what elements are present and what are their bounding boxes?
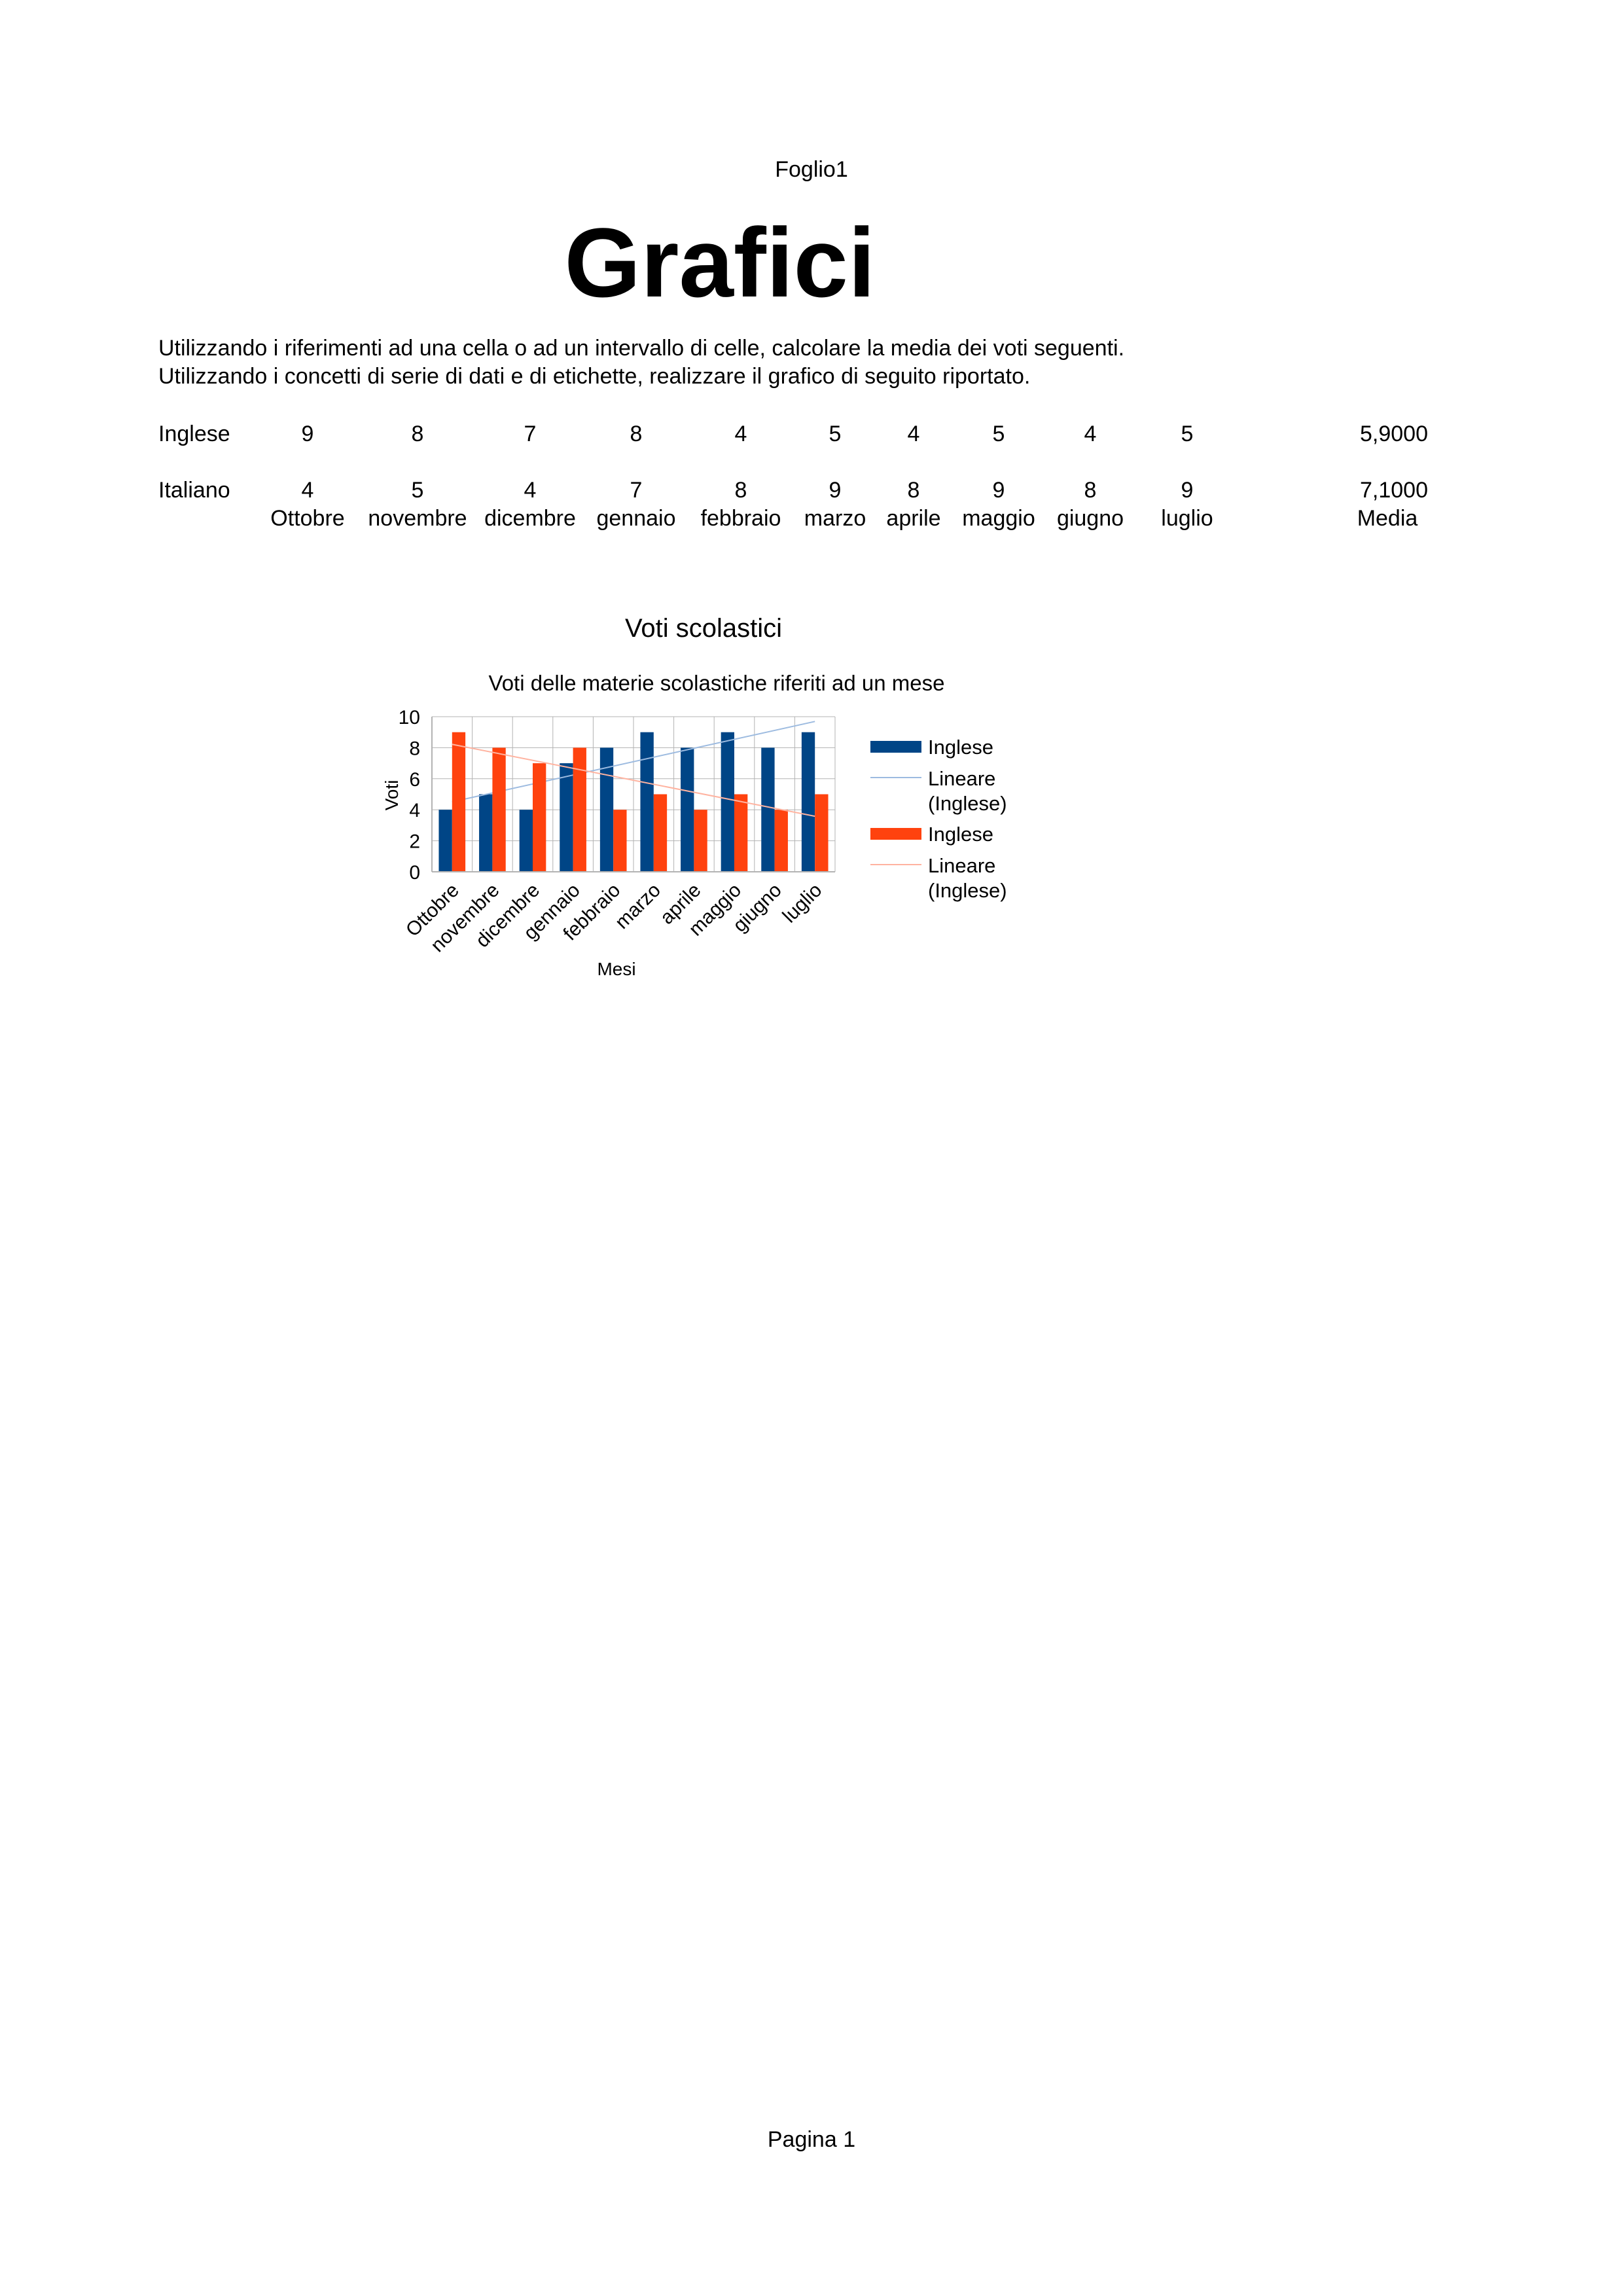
- bar-series-2: [573, 747, 586, 872]
- grade-cell: 8: [1084, 478, 1097, 503]
- row-label: Italiano: [158, 478, 230, 503]
- grade-cell: 5: [829, 422, 842, 446]
- grade-cell: 9: [992, 478, 1005, 503]
- legend-swatch-series-2: [870, 828, 921, 840]
- bar-series-1: [560, 763, 573, 872]
- bar-series-1: [599, 747, 614, 872]
- legend-label-trend-2: Lineare (Inglese): [928, 854, 1007, 902]
- y-tick-label: 4: [409, 800, 420, 821]
- legend-label: Inglese: [928, 823, 993, 846]
- bar-series-2: [734, 794, 748, 872]
- bar-series-1: [479, 794, 493, 872]
- x-axis-title: Mesi: [597, 959, 635, 979]
- legend-label: Inglese: [928, 736, 993, 759]
- y-tick-label: 2: [409, 831, 420, 853]
- grade-cell: 5: [411, 478, 424, 503]
- page-title: Grafici: [564, 207, 876, 317]
- x-tick-label: marzo: [611, 880, 665, 933]
- sheet-name: Foglio1: [775, 157, 848, 182]
- chart-title: Voti scolastici: [625, 614, 782, 643]
- grade-cell: 8: [411, 422, 424, 446]
- grade-cell: 4: [524, 478, 537, 503]
- month-label: maggio: [962, 506, 1035, 531]
- bar-series-2: [694, 810, 707, 872]
- grade-cell: 7: [524, 422, 537, 446]
- average-label: Media: [1357, 506, 1418, 531]
- bar-series-2: [613, 810, 627, 872]
- bar-series-2: [774, 810, 788, 872]
- bar-series-2: [492, 747, 506, 872]
- grade-cell: 9: [829, 478, 842, 503]
- grade-cell: 4: [1084, 422, 1097, 446]
- bar-series-1: [801, 732, 815, 872]
- average-cell: 5,9000: [1360, 422, 1428, 446]
- trend-line: [452, 744, 815, 817]
- bar-series-2: [653, 794, 668, 872]
- trend-line: [452, 721, 815, 803]
- y-tick-label: 8: [409, 738, 420, 759]
- y-axis-title: Voti: [382, 780, 402, 811]
- month-label: luglio: [1161, 506, 1213, 531]
- grade-cell: 5: [992, 422, 1005, 446]
- instruction-line-1: Utilizzando i riferimenti ad una cella o…: [158, 336, 1125, 361]
- bar-series-1: [640, 732, 654, 872]
- month-label: novembre: [368, 506, 467, 531]
- grade-cell: 8: [734, 478, 747, 503]
- grade-cell: 5: [1181, 422, 1194, 446]
- grade-cell: 8: [630, 422, 643, 446]
- bar-series-1: [519, 810, 533, 872]
- bar-series-1: [761, 747, 775, 872]
- grades-chart: Voti scolastici Voti delle materie scolas…: [382, 614, 1007, 979]
- row-label: Inglese: [158, 422, 230, 446]
- grade-cell: 9: [1181, 478, 1194, 503]
- y-tick-label: 10: [399, 707, 420, 728]
- grade-cell: 4: [301, 478, 314, 503]
- grade-cell: 7: [630, 478, 643, 503]
- bar-series-1: [681, 747, 694, 872]
- grade-cell: 9: [301, 422, 314, 446]
- bar-series-1: [721, 732, 734, 872]
- y-tick-label: 0: [409, 862, 420, 884]
- bar-series-2: [815, 794, 829, 872]
- page-footer: Pagina 1: [767, 2127, 856, 2152]
- legend-swatch-series-1: [870, 741, 921, 753]
- average-cell: 7,1000: [1360, 478, 1428, 503]
- legend-label-trend-1: Lineare (Inglese): [928, 767, 1007, 815]
- bar-series-2: [452, 732, 466, 872]
- month-label: marzo: [804, 506, 866, 531]
- grade-cell: 8: [907, 478, 920, 503]
- chart-subtitle: Voti delle materie scolastiche riferiti …: [489, 671, 945, 695]
- month-label: Ottobre: [270, 506, 345, 531]
- instruction-line-2: Utilizzando i concetti di serie di dati …: [158, 364, 1031, 389]
- grade-cell: 4: [734, 422, 747, 446]
- grade-cell: 4: [907, 422, 920, 446]
- month-label: febbraio: [700, 506, 781, 531]
- y-tick-label: 6: [409, 769, 420, 791]
- month-label: dicembre: [484, 506, 576, 531]
- bar-series-1: [438, 810, 452, 872]
- month-label: gennaio: [596, 506, 676, 531]
- x-tick-label: luglio: [779, 880, 827, 927]
- month-label: giugno: [1056, 506, 1124, 531]
- bar-series-2: [533, 763, 546, 872]
- month-label: aprile: [886, 506, 941, 531]
